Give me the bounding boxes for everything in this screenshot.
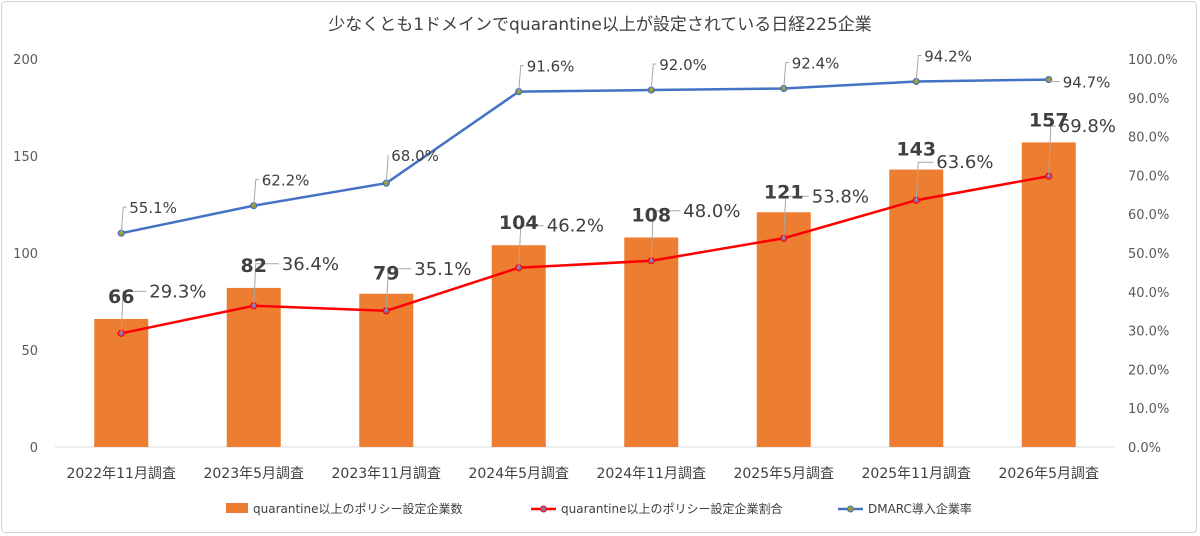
y-right-tick-label: 80.0%: [1128, 131, 1169, 146]
ratio-data-label-leader: [518, 225, 544, 268]
dmarc-data-label-leader: [253, 179, 259, 206]
bar-data-label: 143: [896, 139, 936, 161]
bar-data-label: 108: [631, 204, 671, 226]
y-right-tick-label: 90.0%: [1128, 92, 1169, 107]
dmarc-data-label-leader: [650, 63, 657, 91]
ratio-data-label-leader: [253, 263, 279, 306]
ratio-data-label: 69.8%: [1059, 116, 1116, 137]
ratio-data-label: 63.6%: [936, 152, 993, 173]
dmarc-data-label-leader: [385, 155, 389, 184]
ratio-series-line: [120, 174, 1049, 335]
ratio-data-label-leader: [915, 161, 934, 201]
legend-swatch-dmarc-marker: [847, 505, 854, 513]
y-right-tick-label: 70.0%: [1128, 169, 1169, 184]
legend-swatch-bar: [226, 503, 248, 513]
dmarc-data-label: 91.6%: [527, 58, 575, 76]
ratio-data-label: 48.0%: [683, 201, 740, 222]
legend-label: DMARC導入企業率: [868, 501, 972, 516]
bar-data-label: 66: [108, 286, 134, 308]
bar-data-label: 121: [764, 181, 804, 203]
bar-data-label: 157: [1029, 109, 1069, 131]
ratio-data-label: 35.1%: [414, 259, 471, 280]
ratio-data-label: 29.3%: [149, 281, 206, 302]
y-right-tick-label: 20.0%: [1128, 363, 1169, 378]
y-right-tick-label: 60.0%: [1128, 208, 1169, 223]
dmarc-data-label: 92.4%: [792, 54, 840, 72]
ratio-data-label: 36.4%: [282, 254, 339, 275]
dmarc-data-label-leader: [518, 65, 524, 92]
ratio-data-label-leader: [385, 268, 412, 311]
x-tick-label: 2023年11月調査: [332, 466, 441, 482]
ratio-data-label: 46.2%: [547, 216, 604, 237]
y-right-tick-label: 10.0%: [1128, 402, 1169, 417]
bar: [491, 245, 546, 447]
legend-swatch-ratio-marker: [540, 505, 547, 513]
y-right-tick-label: 40.0%: [1128, 286, 1169, 301]
bar: [226, 287, 281, 447]
y-left-tick-label: 100: [13, 247, 38, 262]
x-tick-label: 2022年11月調査: [67, 466, 176, 482]
ratio-data-label-leader: [120, 290, 147, 334]
dmarc-data-label-leader: [915, 55, 922, 82]
x-tick-label: 2025年11月調査: [862, 466, 971, 482]
bar: [1021, 142, 1076, 448]
ratio-data-label: 53.8%: [812, 186, 869, 207]
dmarc-data-label: 94.7%: [1063, 74, 1111, 92]
dmarc-data-label: 62.2%: [262, 172, 310, 190]
chart-title: 少なくとも1ドメインでquarantine以上が設定されている日経225企業: [328, 15, 872, 35]
dmarc-series-line: [120, 78, 1049, 235]
dmarc-data-label: 94.2%: [924, 48, 972, 66]
y-right-tick-label: 50.0%: [1128, 247, 1169, 262]
bar-data-label: 104: [499, 212, 539, 234]
ratio-data-label-leader: [783, 195, 809, 239]
dmarc-data-label: 55.1%: [129, 199, 177, 217]
dmarc-data-label: 92.0%: [659, 56, 707, 74]
y-left-tick-label: 0: [30, 441, 38, 456]
bar-data-label: 82: [241, 255, 267, 277]
bar: [889, 169, 944, 447]
y-left-tick-label: 150: [13, 150, 38, 165]
y-right-tick-label: 30.0%: [1128, 325, 1169, 340]
legend-label: quarantine以上のポリシー設定企業割合: [561, 501, 783, 516]
bar: [359, 293, 414, 447]
dmarc-data-label-leader: [783, 61, 789, 89]
x-tick-label: 2025年5月調査: [733, 466, 834, 482]
y-left-tick-label: 50: [21, 344, 38, 359]
dmarc-data-label: 68.0%: [391, 147, 439, 165]
legend-label: quarantine以上のポリシー設定企業数: [253, 501, 463, 516]
x-tick-label: 2024年11月調査: [597, 466, 706, 482]
y-left-tick-label: 200: [13, 53, 38, 68]
ratio-data-label-leader: [650, 210, 681, 261]
x-tick-label: 2023年5月調査: [203, 466, 304, 482]
dmarc-data-label-leader: [1048, 79, 1060, 83]
y-right-tick-label: 100.0%: [1128, 53, 1178, 68]
ratio-data-label-leader: [1048, 125, 1056, 177]
x-tick-label: 2024年5月調査: [468, 466, 569, 482]
bar: [624, 237, 679, 447]
y-right-tick-label: 0.0%: [1128, 441, 1161, 456]
bar: [756, 212, 811, 447]
x-tick-label: 2026年5月調査: [998, 466, 1099, 482]
bar-data-label: 79: [373, 263, 399, 285]
dmarc-data-label-leader: [120, 206, 127, 234]
bar: [94, 318, 149, 447]
